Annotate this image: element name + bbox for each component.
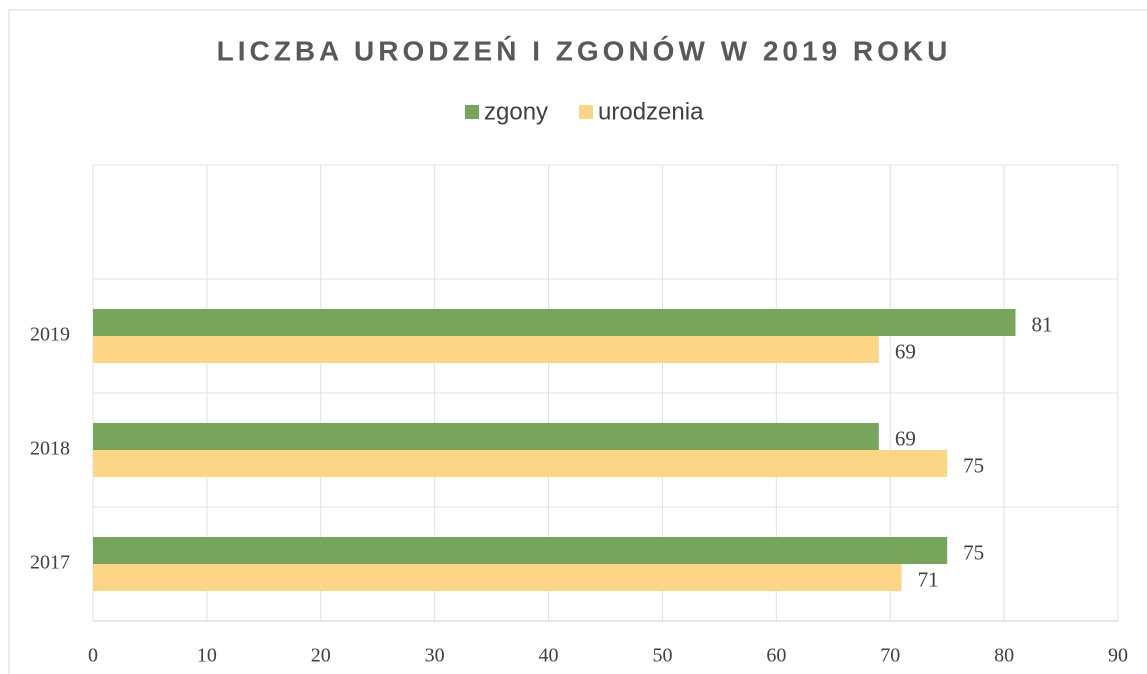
x-tick-label: 30 bbox=[425, 645, 445, 667]
bar bbox=[93, 564, 902, 591]
legend-label: zgony bbox=[484, 98, 548, 125]
bar bbox=[93, 336, 879, 363]
data-label: 75 bbox=[963, 540, 984, 564]
x-tick-label: 10 bbox=[197, 645, 217, 667]
x-tick-label: 40 bbox=[539, 645, 559, 667]
data-label: 71 bbox=[918, 567, 939, 591]
data-label: 69 bbox=[895, 426, 916, 450]
x-tick-label: 50 bbox=[652, 645, 672, 667]
y-tick-label: 2018 bbox=[30, 438, 70, 460]
chart-title: LICZBA URODZEŃ I ZGONÓW W 2019 ROKU bbox=[217, 35, 952, 66]
x-tick-label: 70 bbox=[880, 645, 900, 667]
legend-swatch bbox=[579, 105, 593, 119]
legend-label: urodzenia bbox=[598, 98, 704, 125]
x-tick-label: 20 bbox=[311, 645, 331, 667]
bar bbox=[93, 450, 948, 477]
bar bbox=[93, 537, 948, 564]
y-tick-label: 2017 bbox=[30, 552, 70, 574]
data-label: 69 bbox=[895, 339, 916, 363]
y-tick-label: 2019 bbox=[30, 324, 70, 346]
chart-frame bbox=[8, 9, 1147, 674]
legend-swatch bbox=[465, 105, 479, 119]
x-tick-label: 0 bbox=[88, 645, 98, 667]
data-label: 75 bbox=[963, 453, 984, 477]
x-tick-label: 60 bbox=[766, 645, 786, 667]
x-tick-label: 90 bbox=[1108, 645, 1128, 667]
x-tick-label: 80 bbox=[994, 645, 1014, 667]
data-label: 81 bbox=[1032, 312, 1053, 336]
bar bbox=[93, 309, 1016, 336]
bar bbox=[93, 423, 879, 450]
